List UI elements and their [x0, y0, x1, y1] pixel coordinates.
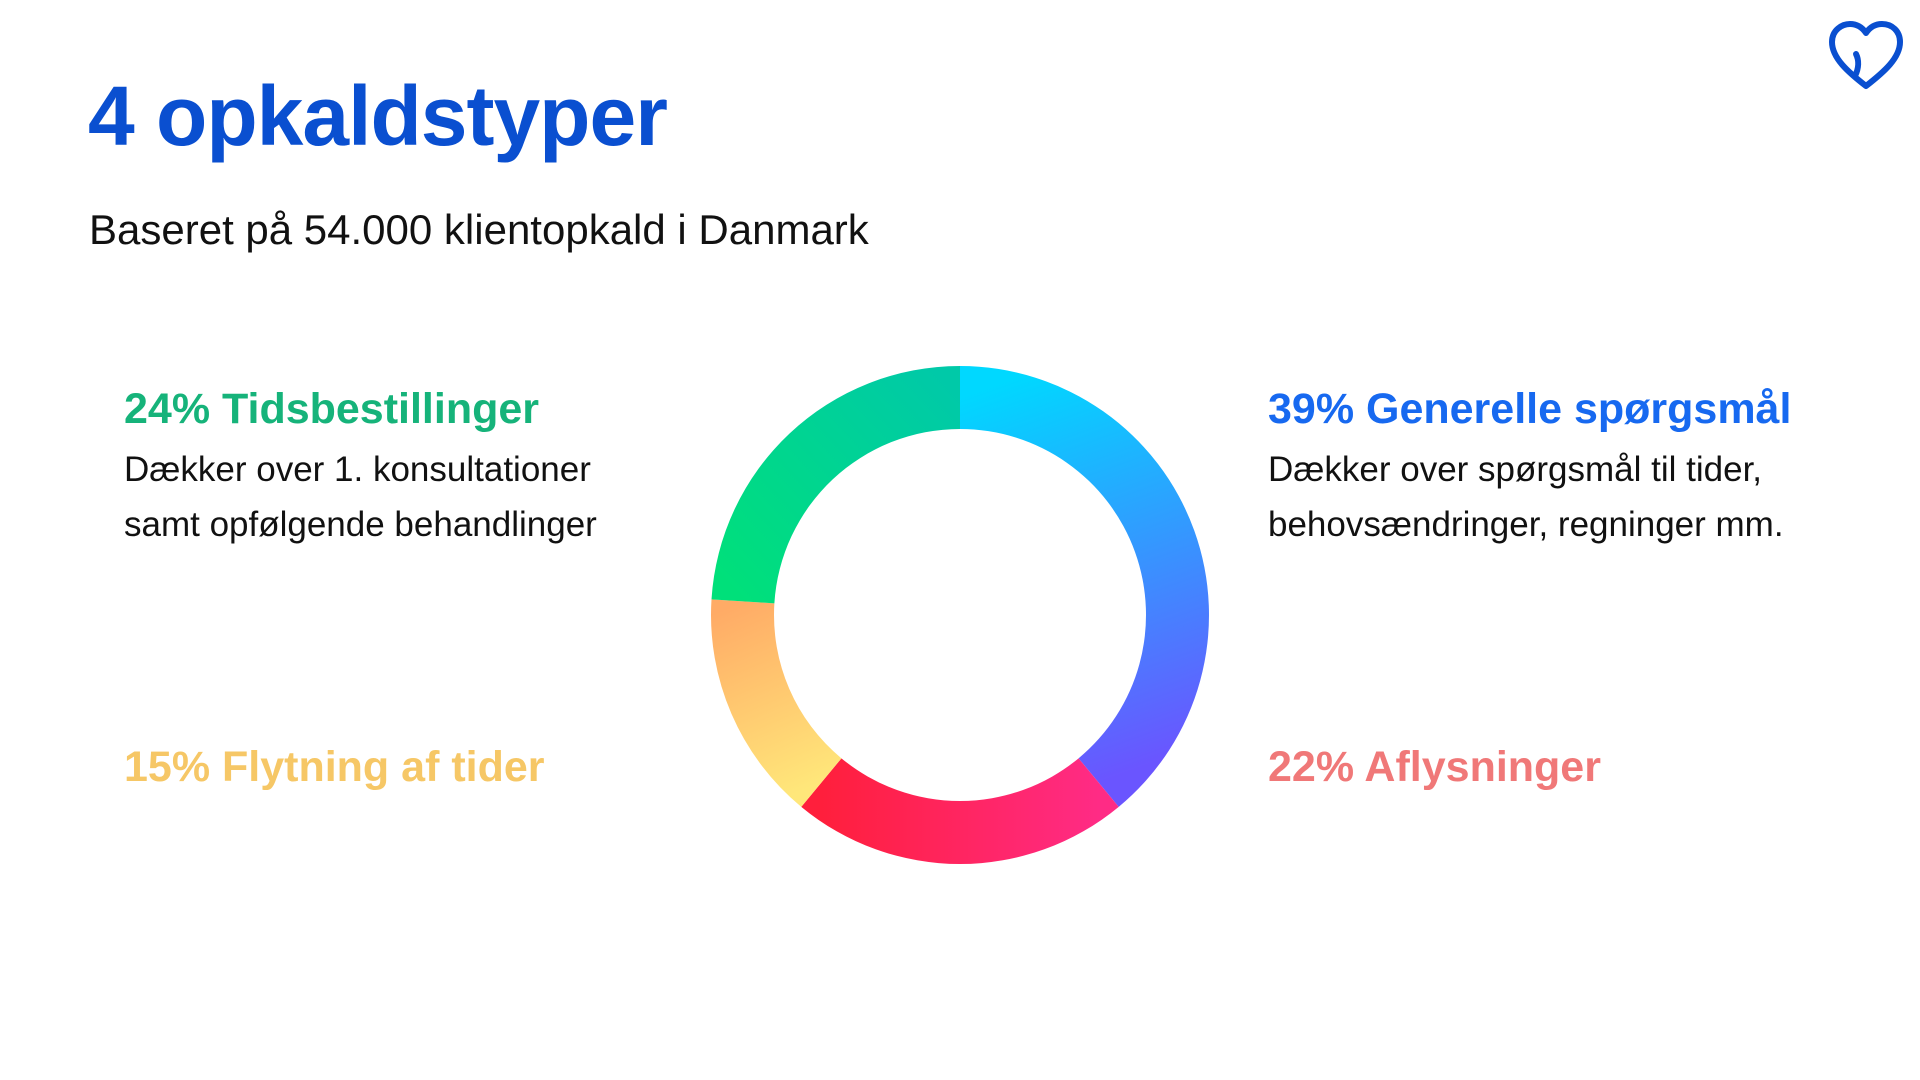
- page-title: 4 opkaldstyper: [88, 69, 668, 163]
- logo-heart-path: [1829, 21, 1903, 89]
- legend-heading-generelle: 39% Generelle spørgsmål: [1268, 385, 1792, 433]
- donut-slice-aflysninger: [801, 758, 1119, 864]
- legend-block-aflysninger: 22% Aflysninger: [1268, 742, 1601, 794]
- legend-heading-tidsbestillinger: 24% Tidsbestillinger: [124, 385, 540, 433]
- logo-heart-stroke: [1852, 51, 1862, 79]
- donut-chart-svg: [711, 366, 1209, 864]
- legend-desc-line-2: behovsændringer, regninger mm.: [1268, 504, 1784, 544]
- legend-heading-flytning: 15% Flytning af tider: [124, 743, 545, 791]
- heart-outline-icon: [1829, 21, 1903, 89]
- legend-block-generelle: 39% Generelle spørgsmål Dækker over spør…: [1268, 384, 1791, 552]
- legend-block-flytning: 15% Flytning af tider: [124, 742, 545, 794]
- donut-chart: [710, 365, 1210, 865]
- page-subtitle: Baseret på 54.000 klientopkald i Danmark: [89, 206, 869, 253]
- legend-heading-aflysninger: 22% Aflysninger: [1268, 743, 1601, 791]
- donut-slice-flytning-af-tider: [711, 599, 842, 807]
- legend-block-tidsbestillinger: 24% Tidsbestillinger Dækker over 1. kons…: [124, 384, 597, 552]
- donut-slice-tidsbestillinger: [711, 366, 960, 604]
- legend-desc-line-1: Dækker over 1. konsultationer: [124, 449, 591, 489]
- donut-slice-generelle-spørgsmål: [960, 366, 1209, 807]
- legend-desc-line-1: Dækker over spørgsmål til tider,: [1268, 449, 1763, 489]
- legend-desc-line-2: samt opfølgende behandlinger: [124, 504, 597, 544]
